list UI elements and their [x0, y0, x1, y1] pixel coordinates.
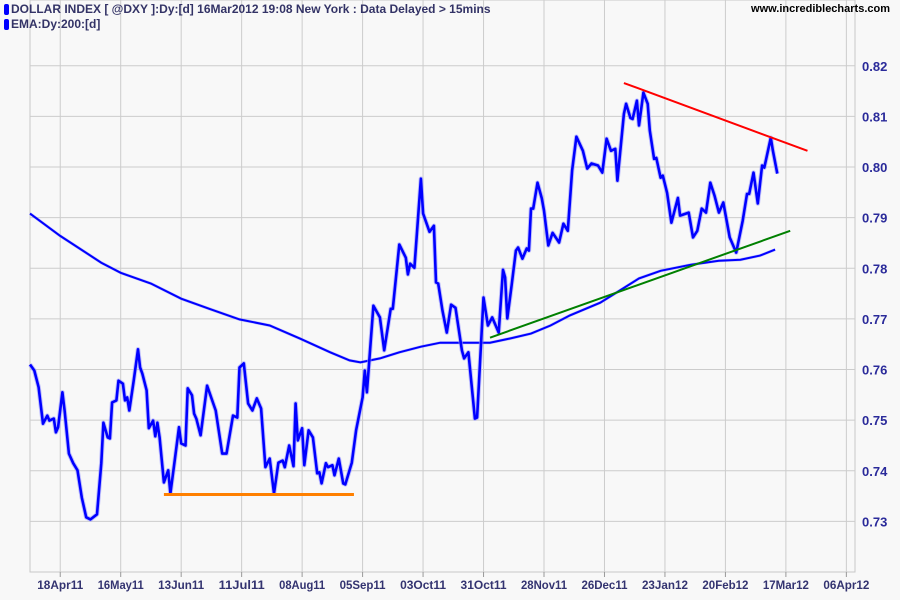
y-tick-label: 0.76	[862, 363, 887, 378]
y-tick-label: 0.81	[862, 109, 887, 124]
legend-ema-label: EMA:Dy:200:[d]	[11, 17, 101, 31]
x-tick-label: 26Dec11	[581, 578, 627, 592]
price-line	[28, 91, 779, 521]
x-tick-label: 20Feb12	[702, 578, 748, 592]
y-tick-label: 0.82	[862, 59, 887, 74]
x-axis-labels: 18Apr11 16May11 13Jun11 11Jul11 08Aug11 05Sep…	[37, 578, 869, 592]
x-tick-label: 16May11	[98, 578, 144, 592]
website-link[interactable]: www.incrediblecharts.com	[751, 3, 890, 15]
x-tick-label: 28Nov11	[521, 578, 567, 592]
legend-price: DOLLAR INDEX [ @DXY ]:Dy:[d] 16Mar2012 1…	[4, 2, 491, 16]
grid	[29, 0, 856, 577]
y-tick-label: 0.73	[862, 514, 887, 529]
x-tick-label: 03Oct11	[400, 578, 446, 592]
x-tick-label: 11Jul11	[219, 578, 265, 592]
legend-price-label: DOLLAR INDEX [ @DXY ]:Dy:[d] 16Mar2012 1…	[11, 2, 491, 16]
x-tick-label: 08Aug11	[279, 578, 325, 592]
x-tick-label: 17Mar12	[763, 578, 809, 592]
price-swatch-icon	[4, 3, 9, 15]
x-tick-label: 31Oct11	[461, 578, 507, 592]
x-tick-label: 05Sep11	[340, 578, 386, 592]
x-tick-label: 06Apr12	[823, 578, 869, 592]
y-tick-label: 0.77	[862, 312, 887, 327]
x-tick-label: 23Jan12	[642, 578, 688, 592]
x-tick-label: 18Apr11	[37, 578, 83, 592]
y-tick-label: 0.74	[862, 464, 888, 479]
legend-ema: EMA:Dy:200:[d]	[4, 17, 100, 31]
y-tick-label: 0.80	[862, 160, 887, 175]
y-tick-label: 0.79	[862, 211, 887, 226]
ema-line	[29, 212, 776, 364]
y-tick-label: 0.75	[862, 413, 887, 428]
ema-swatch-icon	[4, 18, 9, 30]
uptrend-trendline	[489, 229, 791, 339]
y-axis-labels: 0.73 0.74 0.75 0.76 0.77 0.78 0.79 0.80 0.81 0.82	[862, 59, 888, 530]
x-tick-label: 13Jun11	[158, 578, 204, 592]
downtrend-trendline	[623, 82, 808, 152]
series-lines	[28, 82, 808, 522]
y-tick-label: 0.78	[862, 261, 887, 276]
